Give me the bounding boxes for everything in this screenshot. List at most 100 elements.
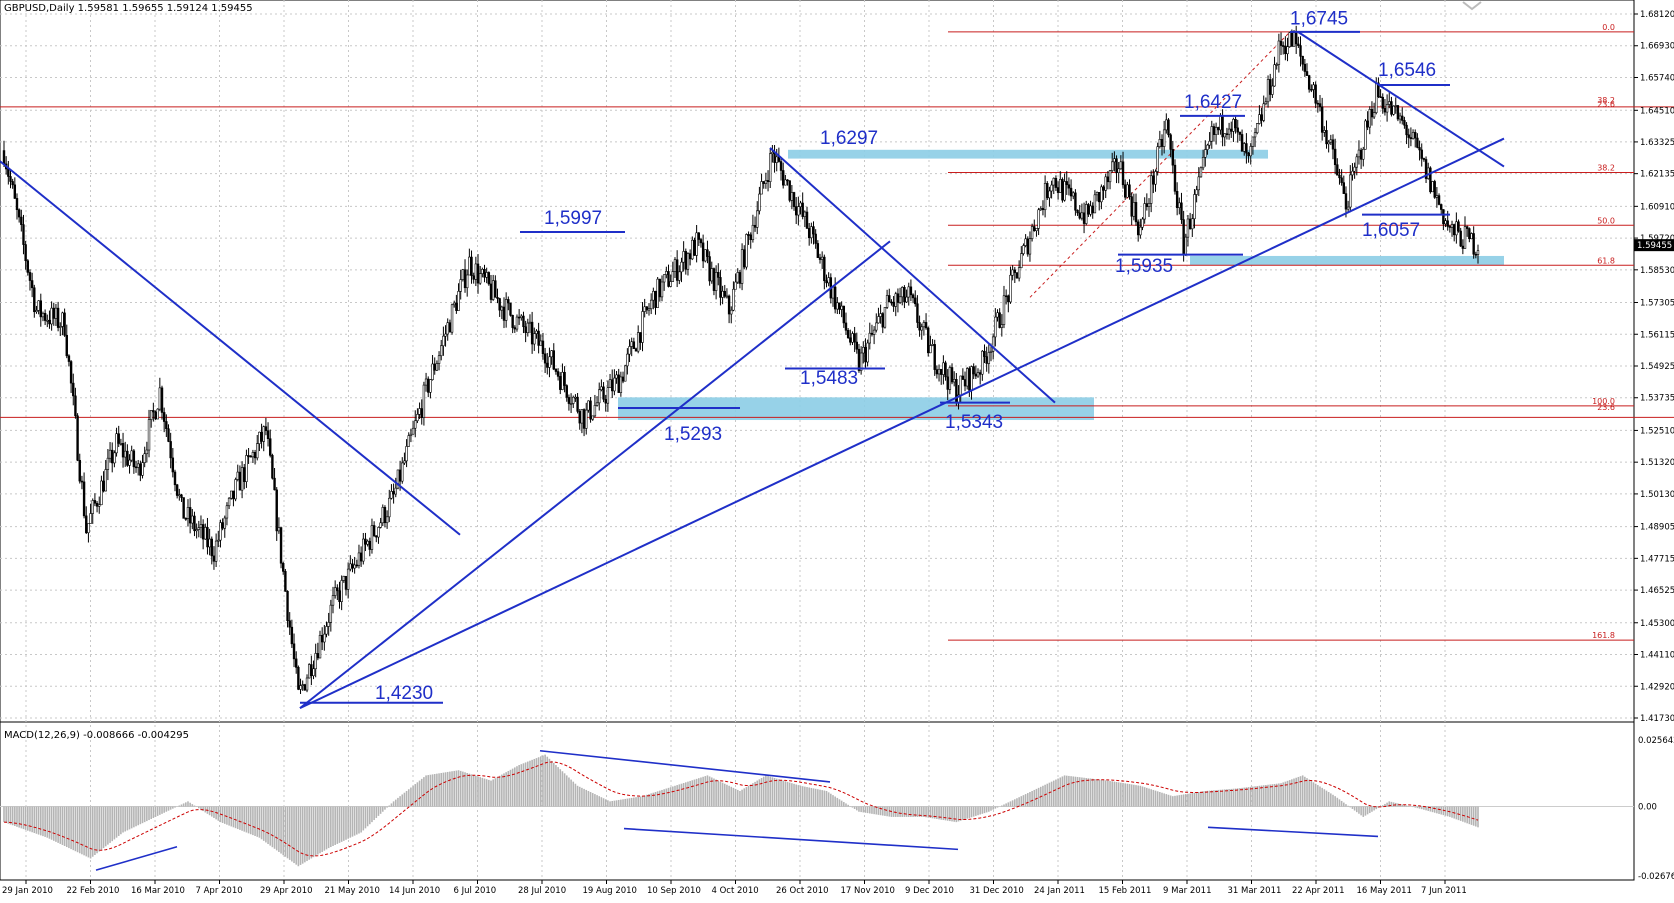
candle-body — [355, 564, 359, 567]
candle-body — [297, 667, 300, 690]
candle-body — [693, 239, 696, 256]
candle-body — [903, 287, 906, 303]
candle-body — [338, 590, 341, 602]
candle-body — [17, 209, 21, 218]
candle-body — [985, 356, 988, 364]
candle-body — [981, 350, 984, 375]
candle-body — [963, 379, 967, 387]
candle-body — [424, 378, 428, 386]
candle-body — [318, 634, 322, 659]
candle-body — [1102, 186, 1105, 191]
candle-body — [104, 469, 107, 492]
candle-body — [855, 341, 858, 350]
candle-body — [476, 263, 480, 284]
candle-body — [931, 344, 934, 346]
candle-body — [922, 322, 926, 328]
time-tick-label: 9 Mar 2011 — [1163, 886, 1211, 896]
candle-body — [310, 664, 313, 677]
candle-body — [292, 643, 296, 660]
candle-body — [522, 315, 525, 328]
candle-body — [836, 302, 839, 310]
candle-body — [823, 256, 826, 282]
candle-body — [1160, 139, 1164, 147]
candle-body — [1046, 183, 1049, 199]
candle-body — [1362, 148, 1365, 160]
candle-body — [1056, 187, 1060, 193]
candle-body — [740, 249, 744, 284]
candle-body — [13, 184, 17, 199]
candle-body — [1249, 146, 1252, 157]
candle-body — [448, 322, 452, 333]
candle-body — [230, 490, 233, 499]
candle-body — [422, 384, 426, 418]
candle-body — [260, 431, 263, 442]
candle-body — [212, 555, 216, 562]
candle-body — [307, 664, 311, 679]
trend-line — [299, 240, 891, 709]
candle-body — [431, 363, 434, 380]
candle-body — [290, 626, 294, 645]
candle-body — [1230, 128, 1233, 132]
candle-body — [1284, 45, 1287, 55]
candle-body — [927, 327, 930, 354]
time-tick-label: 29 Jan 2010 — [2, 886, 53, 896]
candle-body — [1379, 96, 1382, 98]
candle-body — [1139, 226, 1142, 236]
candle-body — [998, 312, 1001, 328]
candle-body — [74, 395, 77, 417]
candle-body — [1245, 143, 1248, 154]
candle-body — [80, 480, 84, 483]
candle-body — [379, 522, 382, 528]
candle-body — [1227, 128, 1231, 135]
close-icon[interactable] — [1462, 1, 1482, 11]
candle-body — [1063, 181, 1066, 201]
candle-body — [1217, 127, 1220, 131]
candle-body — [1232, 118, 1235, 132]
candle-body — [710, 268, 713, 282]
candle-body — [1072, 192, 1075, 197]
fib-label: 61.8 — [1597, 256, 1615, 265]
time-tick-label: 31 Dec 2010 — [970, 886, 1024, 896]
candle-body — [877, 316, 880, 324]
candle-body — [972, 366, 975, 375]
candle-body — [1351, 170, 1354, 176]
candle-body — [1095, 192, 1099, 196]
candle-body — [1327, 141, 1330, 145]
candle-body — [881, 313, 884, 328]
candle-body — [478, 273, 482, 284]
candle-body — [1013, 269, 1017, 273]
fib-label: 38.2 — [1597, 163, 1615, 172]
candle-body — [827, 277, 830, 284]
time-tick-label: 4 Oct 2010 — [712, 886, 759, 896]
candle-body — [1344, 193, 1348, 210]
time-tick-label: 9 Dec 2010 — [905, 886, 954, 896]
candle-body — [630, 341, 633, 347]
candle-body — [991, 336, 995, 352]
candle-body — [706, 249, 709, 257]
candle-body — [708, 256, 711, 282]
candle-body — [730, 309, 733, 315]
candle-body — [1111, 161, 1114, 171]
candle-body — [437, 355, 441, 364]
key-level-labels: 1,6745 1,6546 1,6427 1,6297 1,6057 1,5997 1,59… — [375, 8, 1436, 703]
candle-body — [517, 316, 521, 319]
candle-body — [554, 368, 558, 372]
candle-body — [15, 198, 19, 211]
candle-body — [494, 280, 497, 298]
candle-body — [587, 400, 590, 411]
candle-body — [1401, 115, 1404, 121]
candle-body — [414, 420, 417, 429]
price-tick-label: 1.48905 — [1640, 523, 1674, 533]
fib-label: 23.6 — [1597, 100, 1615, 109]
candle-body — [872, 329, 876, 335]
candle-body — [665, 271, 668, 275]
candle-body — [857, 348, 861, 371]
candle-body — [1037, 209, 1040, 229]
price-tick-label: 1.53735 — [1640, 394, 1674, 404]
macd-tick-label: -0.02676 — [1638, 872, 1674, 882]
candle-body — [838, 302, 841, 310]
candle-body — [684, 251, 688, 270]
candle-body — [1277, 40, 1281, 65]
candle-body — [944, 362, 947, 378]
price-tick-label: 1.54925 — [1640, 362, 1674, 372]
